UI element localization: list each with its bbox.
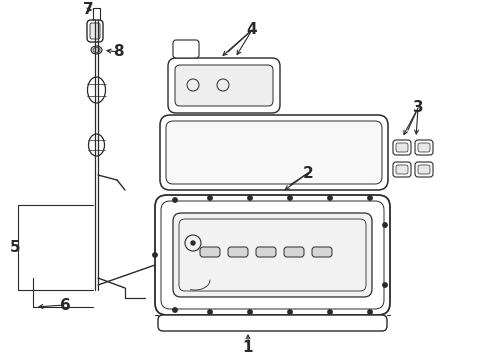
FancyBboxPatch shape [90, 23, 100, 39]
FancyBboxPatch shape [256, 247, 276, 257]
FancyBboxPatch shape [415, 140, 433, 155]
Text: 4: 4 [246, 22, 257, 37]
FancyBboxPatch shape [160, 115, 388, 190]
FancyBboxPatch shape [158, 315, 387, 331]
Ellipse shape [88, 77, 105, 103]
Text: 7: 7 [83, 3, 93, 18]
Circle shape [368, 196, 372, 200]
FancyBboxPatch shape [179, 219, 366, 291]
FancyBboxPatch shape [228, 247, 248, 257]
Text: 6: 6 [60, 297, 71, 312]
Circle shape [383, 283, 387, 287]
Ellipse shape [93, 48, 100, 53]
Circle shape [328, 196, 332, 200]
Text: 3: 3 [413, 100, 423, 116]
Circle shape [153, 253, 157, 257]
FancyBboxPatch shape [200, 247, 220, 257]
Circle shape [368, 310, 372, 314]
FancyBboxPatch shape [418, 165, 430, 174]
FancyBboxPatch shape [175, 65, 273, 106]
Text: 2: 2 [303, 166, 314, 180]
Text: 1: 1 [243, 341, 253, 356]
FancyBboxPatch shape [396, 143, 408, 152]
Circle shape [173, 308, 177, 312]
FancyBboxPatch shape [312, 247, 332, 257]
FancyBboxPatch shape [396, 165, 408, 174]
Ellipse shape [89, 134, 104, 156]
Circle shape [208, 310, 212, 314]
Circle shape [288, 310, 292, 314]
FancyBboxPatch shape [166, 121, 382, 184]
FancyBboxPatch shape [173, 213, 372, 297]
Circle shape [248, 310, 252, 314]
FancyBboxPatch shape [87, 20, 103, 42]
Ellipse shape [91, 46, 102, 54]
Circle shape [328, 310, 332, 314]
FancyBboxPatch shape [393, 140, 411, 155]
Text: 5: 5 [10, 240, 20, 256]
FancyBboxPatch shape [284, 247, 304, 257]
Circle shape [191, 241, 195, 245]
Circle shape [208, 196, 212, 200]
FancyBboxPatch shape [418, 143, 430, 152]
FancyBboxPatch shape [393, 162, 411, 177]
Circle shape [383, 223, 387, 227]
Circle shape [288, 196, 292, 200]
Text: 8: 8 [113, 45, 123, 59]
FancyBboxPatch shape [168, 58, 280, 113]
Circle shape [248, 196, 252, 200]
FancyBboxPatch shape [155, 195, 390, 315]
FancyBboxPatch shape [415, 162, 433, 177]
FancyBboxPatch shape [173, 40, 199, 58]
Circle shape [173, 198, 177, 202]
